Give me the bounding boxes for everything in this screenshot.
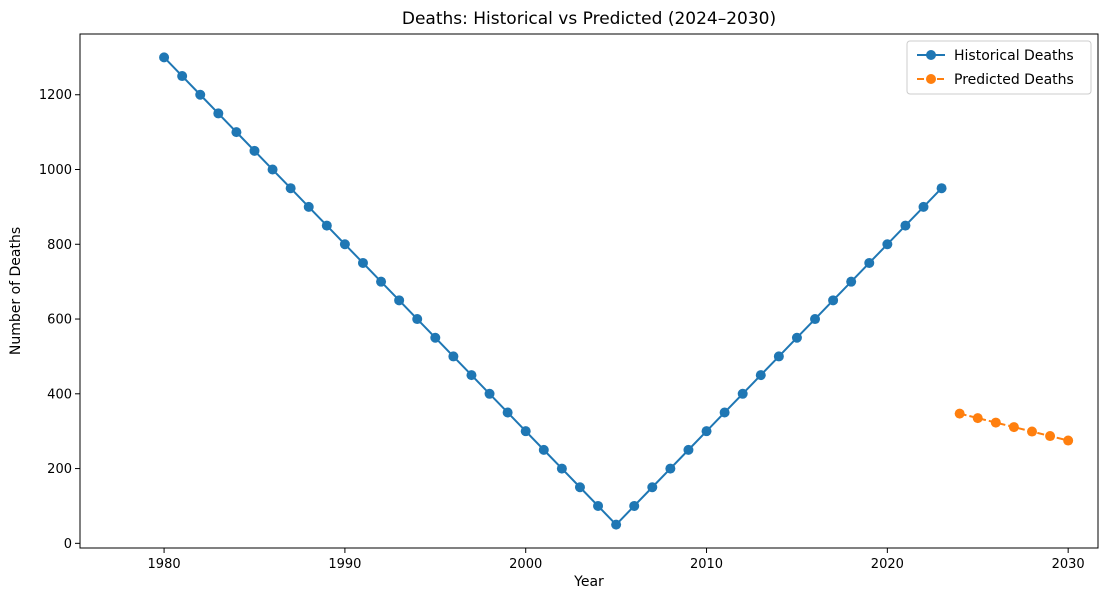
data-point: [466, 370, 477, 381]
data-point: [611, 519, 622, 530]
data-point: [1008, 422, 1019, 433]
data-point: [394, 295, 405, 306]
data-point: [647, 482, 658, 493]
data-point: [520, 426, 531, 437]
data-point: [249, 145, 260, 156]
data-point: [954, 408, 965, 419]
data-point: [918, 201, 929, 212]
legend-box: [906, 40, 1092, 95]
x-tick-label: 1990: [328, 557, 361, 572]
x-axis-title: Year: [573, 574, 604, 590]
data-point: [502, 407, 513, 418]
legend-label: Historical Deaths: [954, 48, 1074, 64]
data-point: [574, 482, 585, 493]
legend-marker: [926, 74, 936, 84]
data-point: [1063, 435, 1074, 446]
legend-label: Predicted Deaths: [954, 72, 1074, 88]
y-tick-label: 1000: [39, 163, 72, 178]
data-point: [484, 388, 495, 399]
data-point: [1027, 426, 1038, 437]
data-point: [1045, 431, 1056, 442]
data-point: [828, 295, 839, 306]
x-tick-label: 1980: [148, 557, 181, 572]
series-line: [163, 56, 943, 527]
x-tick-label: 2000: [509, 557, 542, 572]
legend: Historical Deaths Predicted Deaths: [906, 40, 1092, 95]
data-point: [773, 351, 784, 362]
data-point: [719, 407, 730, 418]
data-point: [376, 276, 387, 287]
data-point: [159, 52, 170, 63]
data-point: [357, 257, 368, 268]
chart-title: Deaths: Historical vs Predicted (2024–20…: [402, 9, 776, 29]
data-point: [864, 257, 875, 268]
data-point: [810, 314, 821, 325]
data-point: [972, 413, 983, 424]
data-point: [683, 444, 694, 455]
data-point: [412, 314, 423, 325]
plot-area: 1980 1990 2000 2010 2020 2030 0 200 400 600 800 100…: [39, 33, 1099, 572]
y-tick-label: 400: [47, 387, 72, 402]
data-point: [231, 127, 242, 138]
data-point: [177, 71, 188, 82]
data-point: [556, 463, 567, 474]
data-point: [321, 220, 332, 231]
data-point: [936, 183, 947, 194]
data-point: [701, 426, 712, 437]
x-tick-label: 2010: [690, 557, 723, 572]
series-historical: [159, 52, 947, 530]
data-point: [267, 164, 278, 175]
y-axis-title: Number of Deaths: [8, 227, 24, 355]
y-tick-label: 0: [64, 537, 72, 552]
data-point: [339, 239, 350, 250]
y-tick-label: 800: [47, 238, 72, 253]
data-point: [755, 370, 766, 381]
y-tick-label: 600: [47, 313, 72, 328]
data-point: [448, 351, 459, 362]
data-point: [303, 201, 314, 212]
data-point: [900, 220, 911, 231]
y-tick-label: 1200: [39, 88, 72, 103]
data-point: [882, 239, 893, 250]
data-point: [430, 332, 441, 343]
series-predicted: [954, 408, 1074, 446]
legend-marker: [926, 50, 936, 60]
data-point: [593, 500, 604, 511]
data-point: [285, 183, 296, 194]
data-point: [665, 463, 676, 474]
axes-frame: [79, 33, 1099, 549]
data-point: [213, 108, 224, 119]
y-tick-label: 200: [47, 462, 72, 477]
data-point: [737, 388, 748, 399]
data-point: [791, 332, 802, 343]
data-point: [846, 276, 857, 287]
x-tick-label: 2030: [1052, 557, 1085, 572]
x-tick-label: 2020: [871, 557, 904, 572]
data-point: [195, 89, 206, 100]
data-point: [538, 444, 549, 455]
data-point: [629, 500, 640, 511]
data-point: [990, 417, 1001, 428]
